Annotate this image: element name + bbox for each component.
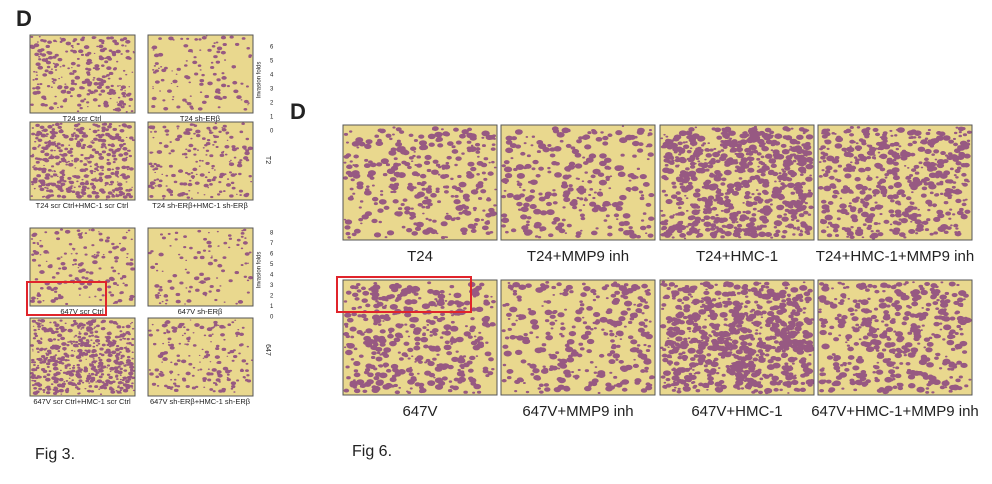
cells [660, 280, 814, 395]
highlight-box [26, 281, 107, 316]
caption: Fig 3. [35, 446, 75, 463]
cells [30, 228, 135, 306]
cells [30, 122, 135, 200]
tick-label: 5 [270, 262, 274, 268]
panel-label: 647V+MMP9 inh [522, 403, 633, 420]
cells [501, 280, 655, 394]
tick-label: 5 [270, 59, 274, 65]
highlight-box [336, 276, 472, 313]
cells [818, 281, 972, 395]
cells [343, 126, 497, 240]
cells [660, 125, 814, 240]
tick-label: 3 [270, 283, 274, 289]
micrograph [147, 227, 254, 307]
axis-label: Invasion folds [257, 62, 263, 99]
tick-label: 7 [270, 241, 274, 247]
tick-label: 1 [270, 304, 274, 310]
tick-label: 0 [270, 129, 274, 135]
panel-label: 647V sh-ERβ [178, 307, 223, 316]
panel-letter: D [290, 99, 306, 124]
panel-label: T24 sh-ERβ [180, 114, 221, 123]
tick-label: 3 [270, 87, 274, 93]
panel-label: T24 [407, 248, 433, 265]
cells [343, 281, 496, 395]
tick-label: 6 [270, 252, 274, 258]
cells [818, 126, 972, 240]
caption: Fig 6. [352, 443, 392, 460]
cells [148, 228, 253, 305]
cells [30, 318, 135, 396]
panel-label: T24+MMP9 inh [527, 248, 629, 265]
panel-label: T24+HMC-1 [696, 248, 778, 265]
panel-label: 647V scr Ctrl [60, 307, 104, 316]
panel-label: T24 scr Ctrl [63, 114, 102, 123]
tick-label: 2 [270, 101, 274, 107]
tick-label: 8 [270, 231, 274, 237]
tick-label: 2 [270, 294, 274, 300]
tick-label: 4 [270, 273, 274, 279]
panel-label: T24+HMC-1+MMP9 inh [816, 248, 974, 265]
micrograph [147, 34, 254, 114]
panel-label: 647V sh-ERβ+HMC-1 sh-ERβ [150, 397, 251, 406]
cells [30, 35, 135, 113]
tick-label: 4 [270, 73, 274, 79]
panel-label: T24 scr Ctrl+HMC-1 scr Ctrl [36, 201, 129, 210]
panel-label: 647V scr Ctrl+HMC-1 scr Ctrl [33, 397, 131, 406]
panel-letter: D [16, 6, 32, 31]
micrograph [500, 124, 656, 241]
cells [148, 122, 253, 200]
panel-label: 647V [402, 403, 437, 420]
panel-label: 647V+HMC-1 [691, 403, 782, 420]
side-label: 647 [264, 344, 271, 356]
tick-label: 0 [270, 315, 274, 321]
micrograph [29, 227, 136, 307]
panel-label: T24 sh-ERβ+HMC-1 sh-ERβ [152, 201, 248, 210]
side-label: T2 [264, 156, 271, 164]
axis-label: Invasion folds [257, 252, 263, 289]
cells [501, 125, 655, 239]
cells [148, 319, 253, 393]
tick-label: 1 [270, 115, 274, 121]
tick-label: 6 [270, 45, 274, 51]
panel-label: 647V+HMC-1+MMP9 inh [811, 403, 979, 420]
